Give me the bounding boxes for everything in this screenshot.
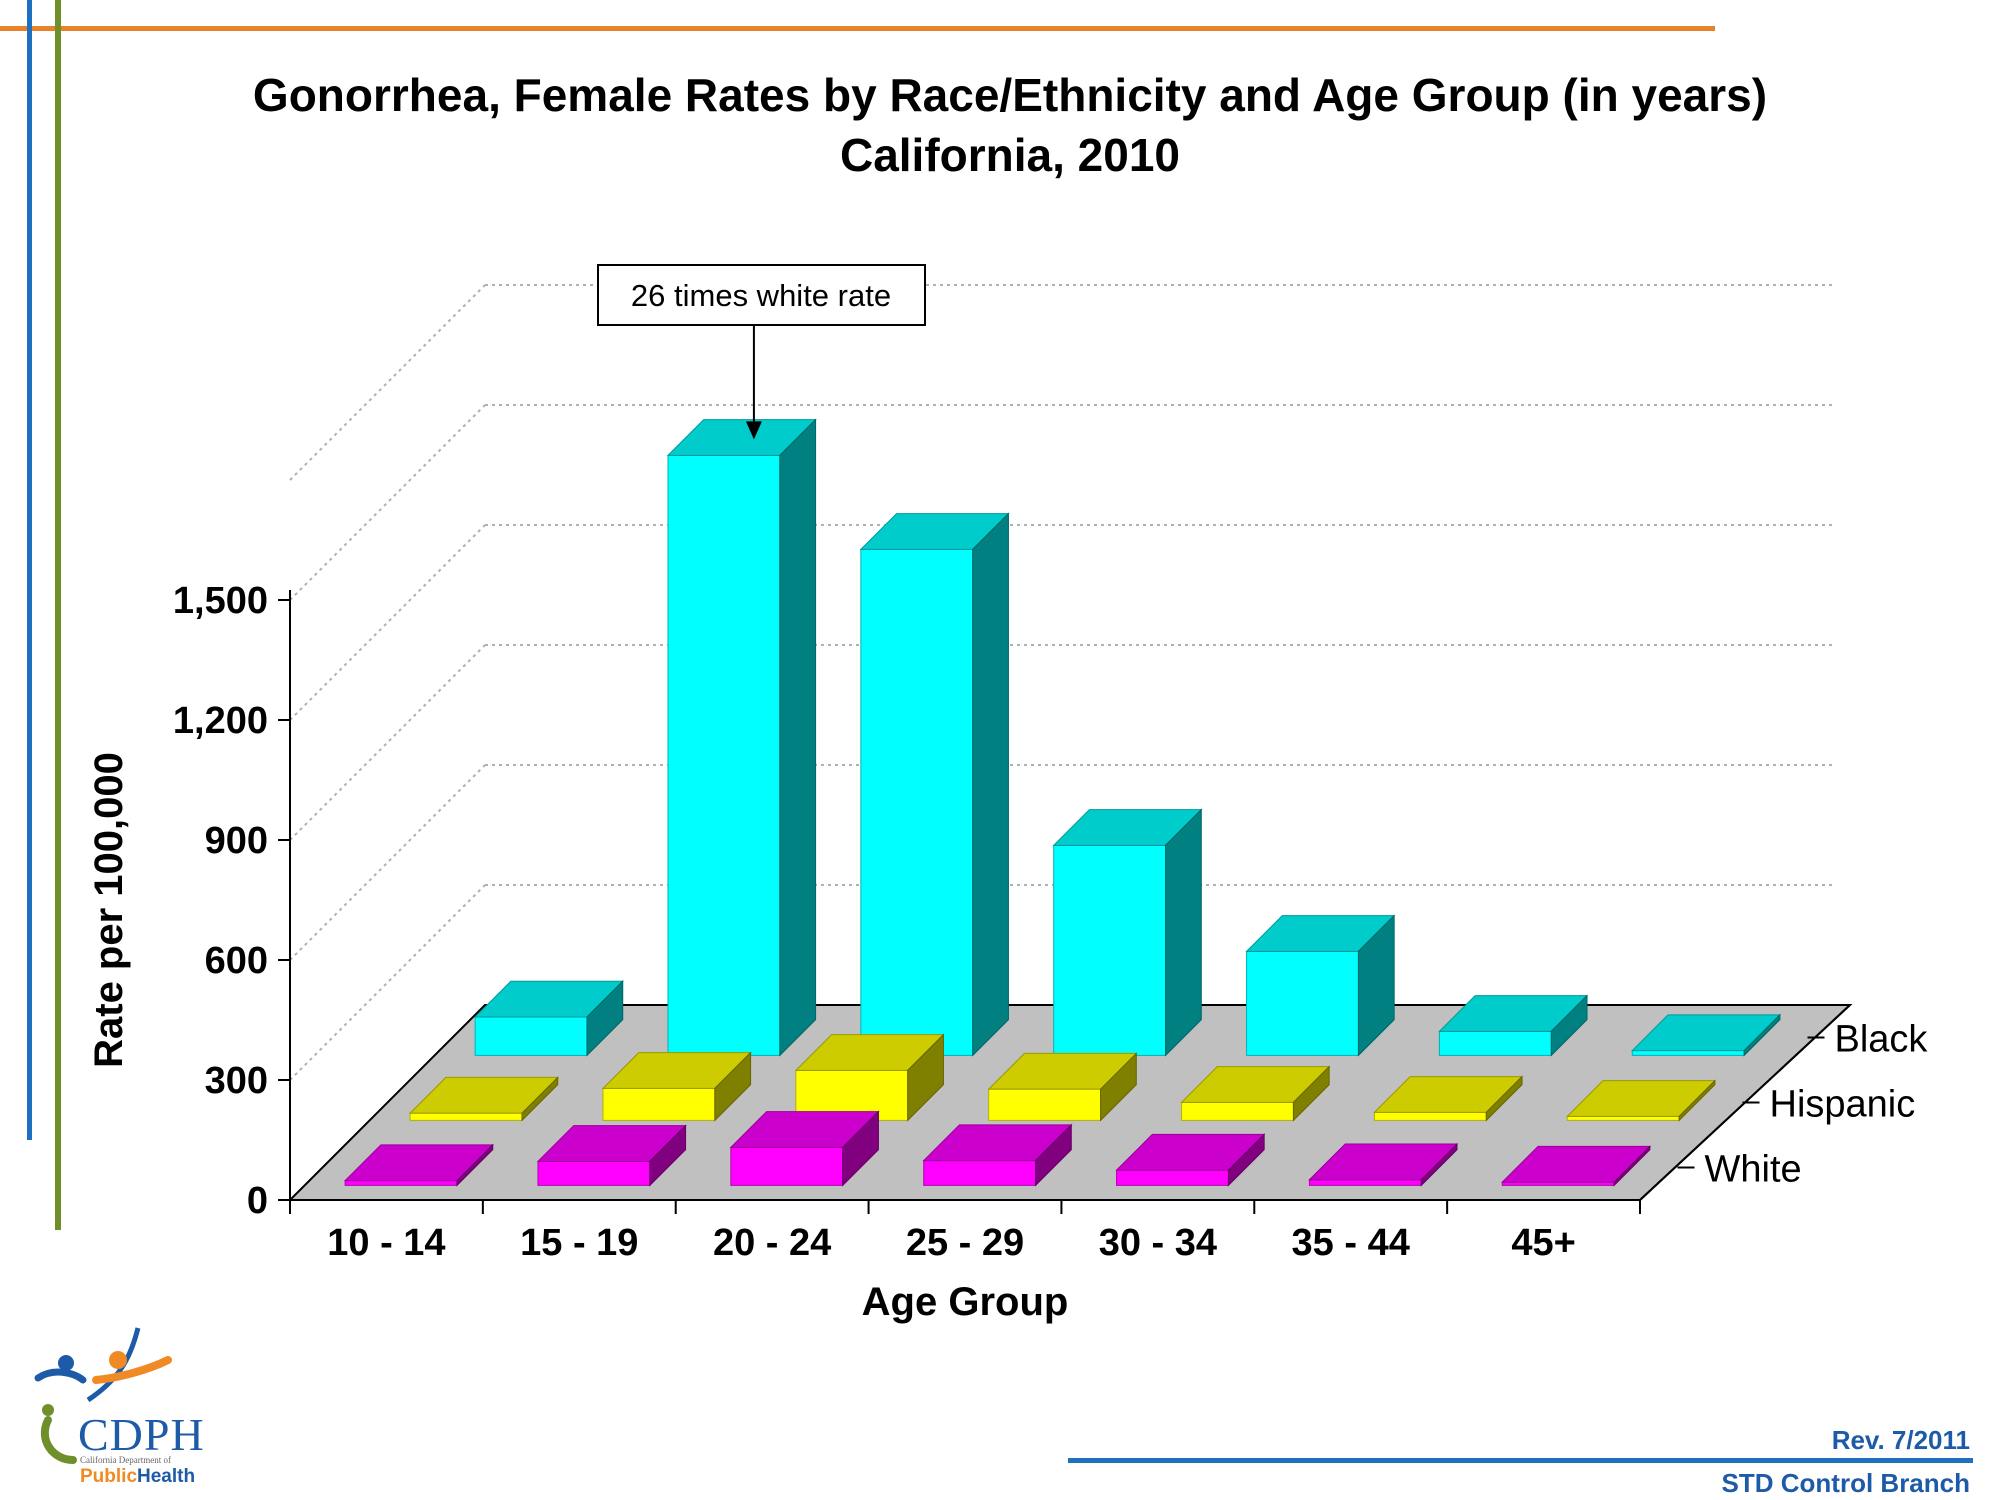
bar-white-6-front [1308,1179,1422,1186]
left-blue-rule [27,0,32,1140]
depth-axis [1639,1004,1851,1201]
x-axis-title: Age Group [862,1280,1069,1324]
bar-black-7-front [1631,1050,1745,1056]
y-tick-label: 0 [247,1180,268,1222]
bar-hispanic-4-front [988,1088,1102,1121]
bar-hispanic-2-side [714,1051,752,1122]
bar-white-7-side [1613,1145,1651,1187]
bar-white-4-front [923,1160,1037,1186]
bar-white-2-front [537,1160,651,1186]
logo-health: Health [137,1466,196,1487]
gridline-side [289,524,486,721]
top-orange-rule [0,26,1715,31]
series-label-white: White [1705,1149,1802,1191]
gridline-side [289,764,486,961]
bar-black-2-front [667,454,781,1056]
revision-date: Rev. 7/2011 [1831,1425,1970,1455]
y-tick-label: 600 [205,940,268,982]
series-label-black: Black [1835,1019,1929,1061]
bar-black-4-front [1053,844,1167,1056]
logo-public-health: PublicHealth [80,1466,195,1488]
chart-subtitle: California, 2010 [839,129,1181,181]
bar-white-5-front [1116,1169,1229,1186]
bar-white-3-front [730,1146,844,1186]
bar-hispanic-1-side [521,1076,559,1122]
x-tick-label: 25 - 29 [906,1222,1024,1264]
logo-text: CDPH [78,1409,205,1460]
series-label-hispanic: Hispanic [1770,1084,1916,1126]
bar-black-1-side [586,980,624,1057]
bar-white-1-side [456,1143,494,1187]
bar-hispanic-4-side [1100,1052,1137,1122]
bar-hispanic-7-side [1678,1079,1716,1122]
gridline-side [289,404,486,601]
bar-hispanic-5-side [1292,1065,1330,1122]
bar-black-6-side [1550,994,1588,1057]
bar-hispanic-7-front [1566,1115,1680,1121]
logo-subtitle: California Department of [80,1455,171,1465]
bar-black-3-front [860,548,974,1056]
gridline-side [289,644,486,841]
bar-hispanic-6-side [1485,1075,1523,1122]
y-axis-title: Rate per 100,000 [87,752,131,1068]
bar-black-3-side [972,512,1009,1057]
bar-black-5-front [1246,950,1359,1056]
x-tick-label: 15 - 19 [520,1222,638,1264]
bar-black-1-front [474,1016,588,1056]
bar-black-5-side [1357,914,1395,1057]
branch-name: STD Control Branch [1721,1468,1970,1498]
bar-white-2-side [649,1124,687,1187]
bar-hispanic-1-front [409,1112,523,1121]
bar-black-7-side [1743,1013,1781,1057]
bottom-blue-rule [1068,1458,1973,1463]
x-tick-label: 35 - 44 [1292,1222,1410,1264]
x-tick-label: 45+ [1511,1222,1575,1264]
annotation-box [597,264,926,326]
bar-white-5-side [1227,1133,1265,1187]
y-tick-label: 900 [205,820,268,862]
chart-title: Gonorrhea, Female Rates by Race/Ethnicit… [252,69,1768,121]
logo-public: Public [80,1466,138,1487]
bar-white-1-front [344,1180,458,1186]
gridline-side [289,284,486,481]
bar-hispanic-2-front [602,1087,716,1121]
cdph-logo-icon [34,1327,172,1464]
bar-black-6-front [1438,1030,1552,1056]
bar-hispanic-5-front [1181,1101,1294,1121]
bar-hispanic-3-side [907,1033,944,1122]
y-tick-label: 1,500 [173,580,268,622]
y-tick-label: 1,200 [173,700,268,742]
x-tick-label: 10 - 14 [327,1222,445,1264]
x-tick-label: 30 - 34 [1099,1222,1217,1264]
annotation-text: 26 times white rate [631,278,891,313]
bar-white-4-side [1035,1123,1072,1187]
x-tick-label: 20 - 24 [713,1222,831,1264]
left-green-rule [55,0,61,1230]
annotation-arrowhead [745,421,762,440]
bar-hispanic-6-front [1373,1111,1487,1121]
bar-black-4-side [1165,808,1202,1057]
bar-black-2-side [779,418,817,1057]
bar-white-3-side [842,1110,879,1187]
bar-white-6-side [1420,1142,1458,1187]
y-tick-label: 300 [205,1060,268,1102]
